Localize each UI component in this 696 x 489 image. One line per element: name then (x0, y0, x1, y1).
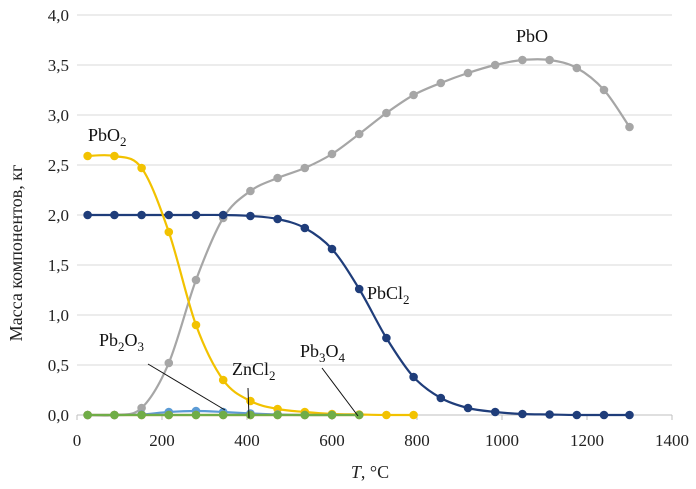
data-point-pbo (137, 403, 146, 413)
data-point-pb3o4 (110, 410, 119, 420)
data-point-pbo (409, 90, 418, 100)
data-point-pbo (382, 108, 391, 118)
x-tick-label: 800 (404, 431, 430, 450)
data-point-pbcl2 (436, 393, 446, 403)
data-point-pbcl2 (463, 403, 473, 413)
data-point-pbo (518, 55, 527, 65)
data-point-pbcl2 (599, 410, 609, 420)
x-tick-label: 400 (234, 431, 260, 450)
data-point-pb3o4 (164, 410, 174, 420)
data-point-pbo (164, 358, 174, 368)
x-axis-unit: , °C (361, 462, 389, 482)
data-point-pbo2 (246, 396, 255, 406)
data-point-pbo2 (409, 410, 418, 420)
data-point-pbo2 (191, 320, 201, 330)
data-point-pbcl2 (382, 333, 391, 343)
annotation-pb3o4: Pb3O4 (300, 341, 346, 365)
data-point-pbo (599, 85, 609, 95)
data-point-pbo (246, 186, 255, 196)
x-tick-label: 1000 (485, 431, 519, 450)
y-tick-label: 0,5 (48, 356, 69, 375)
y-tick-label: 0,0 (48, 406, 69, 425)
data-point-pbcl2 (327, 244, 337, 254)
data-point-pbo (463, 68, 473, 78)
data-point-pbcl2 (110, 210, 119, 220)
y-tick-label: 2,0 (48, 206, 69, 225)
data-point-pbo (191, 275, 201, 285)
y-tick-label: 2,5 (48, 156, 69, 175)
data-point-pbo (436, 78, 446, 88)
x-tick-label: 0 (73, 431, 82, 450)
y-tick-label: 3,5 (48, 56, 69, 75)
data-point-pbcl2 (218, 210, 228, 220)
data-point-pbo2 (218, 375, 228, 385)
data-point-pb3o4 (218, 410, 228, 420)
y-tick-label: 4,0 (48, 6, 69, 25)
pb3o4-leader-line (321, 367, 359, 417)
data-point-pb3o4 (300, 410, 310, 420)
data-point-pbcl2 (246, 211, 255, 221)
data-point-pbo (273, 173, 282, 183)
data-point-pbo2 (137, 163, 146, 173)
data-point-pb3o4 (354, 410, 364, 420)
data-point-pbcl2 (137, 210, 146, 220)
data-point-pbcl2 (164, 210, 174, 220)
data-point-pb3o4 (191, 410, 201, 420)
annotation-pbo2: PbO2 (88, 125, 127, 149)
data-point-pb3o4 (137, 410, 146, 420)
data-point-pbo (490, 60, 500, 70)
axes: 0,0 0,5 1,0 1,5 2,0 2,5 3,0 3,5 4,0 0 200 400 600 800… (48, 6, 689, 450)
data-point-pbo (354, 129, 364, 139)
data-point-pbcl2 (354, 284, 364, 294)
data-point-pbcl2 (625, 410, 634, 420)
x-tick-label: 600 (319, 431, 345, 450)
data-point-pbo (545, 55, 554, 65)
data-point-pbo (625, 122, 634, 132)
data-point-pbcl2 (273, 214, 282, 224)
y-axis-title: Масса компонентов, кг (6, 165, 26, 342)
data-point-pb3o4 (327, 410, 337, 420)
annotation-zncl2: ZnCl2 (232, 359, 276, 383)
data-point-pbo (300, 163, 310, 173)
data-point-pbo2 (164, 227, 174, 237)
data-point-pbcl2 (518, 409, 527, 419)
data-point-pb3o4 (83, 410, 92, 420)
data-point-pb3o4 (273, 410, 282, 420)
x-tick-label: 200 (149, 431, 175, 450)
annotation-pbo: PbO (516, 26, 548, 46)
y-tick-label: 1,5 (48, 256, 69, 275)
annotation-pbcl2: PbCl2 (367, 283, 410, 307)
data-point-pb3o4 (246, 410, 255, 420)
x-axis-title: T, °C (351, 462, 389, 482)
data-point-pbo2 (382, 410, 391, 420)
data-point-pbcl2 (83, 210, 92, 220)
data-point-pbo2 (110, 151, 119, 161)
data-point-pbcl2 (409, 372, 418, 382)
pb2o3-leader-line (147, 363, 226, 411)
data-point-pbcl2 (545, 410, 554, 419)
x-axis-variable: T (351, 462, 363, 482)
y-tick-label: 3,0 (48, 106, 69, 125)
data-point-pbcl2 (490, 407, 500, 417)
data-point-pbcl2 (191, 210, 201, 220)
x-tick-label: 1200 (570, 431, 604, 450)
data-point-pbcl2 (300, 223, 310, 233)
zncl2-leader-line (247, 387, 250, 419)
x-tick-label: 1400 (655, 431, 689, 450)
data-point-pbcl2 (572, 410, 582, 420)
data-point-pbo (327, 149, 337, 159)
data-point-pbo2 (83, 151, 92, 161)
y-tick-label: 1,0 (48, 306, 69, 325)
data-point-pbo (572, 63, 582, 73)
annotation-pb2o3: Pb2O3 (99, 330, 144, 354)
